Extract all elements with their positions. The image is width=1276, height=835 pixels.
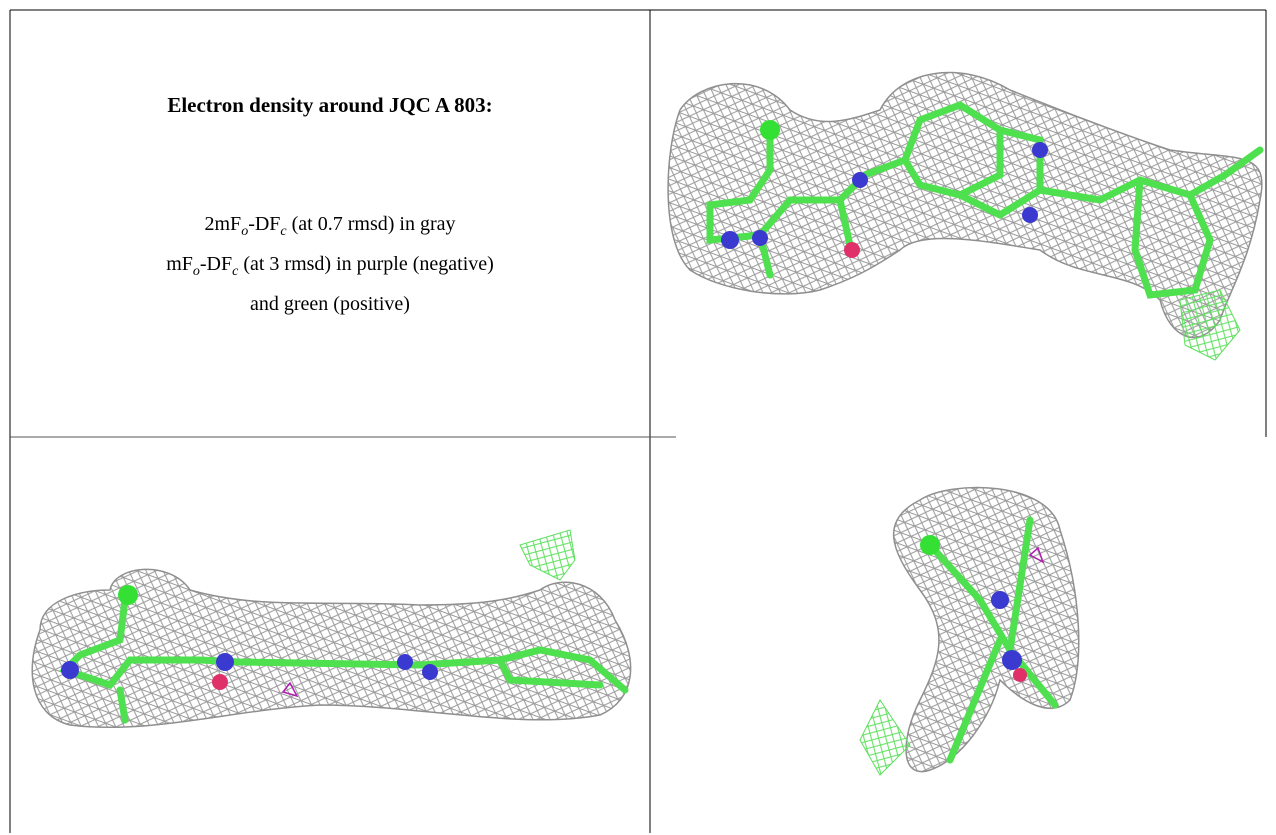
text: -DF [248, 213, 281, 235]
caption-lines: 2mFo-DFc (at 0.7 rmsd) in gray mFo-DFc (… [10, 208, 650, 321]
atoms [920, 535, 1045, 682]
gray-mesh [667, 71, 1263, 339]
density-view-end [859, 486, 1080, 776]
text: -DF [199, 253, 233, 275]
subscript: c [280, 224, 287, 239]
atoms [721, 120, 1048, 258]
caption-cell: Electron density around JQC A 803: 2mFo-… [10, 10, 650, 437]
table-borders [9, 9, 1267, 833]
caption-line: and green (positive) [10, 288, 650, 321]
density-view-top [667, 71, 1264, 361]
caption-line: 2mFo-DFc (at 0.7 rmsd) in gray [10, 208, 650, 248]
green-mesh [859, 699, 911, 776]
text: mF [166, 253, 193, 275]
atoms [61, 585, 438, 698]
gray-mesh [893, 486, 1080, 773]
text: 2mF [204, 213, 242, 235]
density-view-side [31, 529, 632, 729]
subscript: c [232, 264, 239, 279]
green-mesh [1179, 289, 1241, 361]
text: (at 3 rmsd) in purple (negative) [238, 253, 494, 275]
subscript: o [241, 224, 249, 239]
green-mesh [519, 529, 576, 581]
caption-title: Electron density around JQC A 803: [167, 93, 493, 117]
caption-line: mFo-DFc (at 3 rmsd) in purple (negative) [10, 248, 650, 288]
text: and green (positive) [250, 293, 410, 315]
gray-mesh [31, 568, 632, 729]
molecule [58, 596, 629, 724]
text: (at 0.7 rmsd) in gray [286, 213, 456, 235]
subscript: o [192, 264, 200, 279]
molecule [926, 516, 1059, 764]
